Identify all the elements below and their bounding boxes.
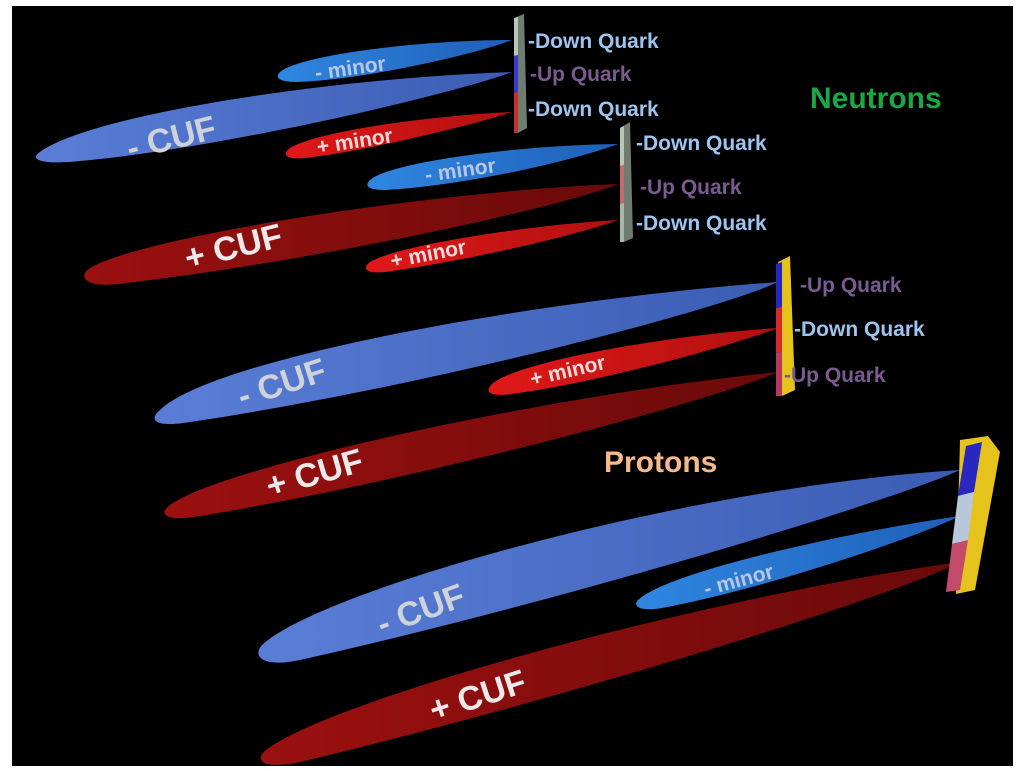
up-quark-label: -Up Quark — [784, 364, 886, 387]
up-quark-segment — [958, 442, 982, 496]
neutron-2: - minor + CUF + minor -Down Quark -Up Qu… — [84, 122, 767, 285]
up-quark-segment — [946, 540, 968, 592]
up-quark-label: -Up Quark — [530, 63, 632, 86]
down-quark-segment — [952, 492, 974, 544]
down-quark-segment — [620, 203, 624, 242]
protons-label: Protons — [604, 446, 717, 479]
pos-cuf-lobe — [164, 372, 778, 519]
pos-cuf-lobe — [260, 562, 960, 765]
neg-minor-lobe — [367, 144, 618, 190]
pos-minor-lobe — [365, 220, 618, 273]
up-quark-label: -Up Quark — [800, 274, 902, 297]
pos-minor-lobe — [488, 328, 778, 395]
up-quark-segment — [514, 55, 518, 93]
down-quark-segment — [776, 307, 782, 353]
neg-cuf-lobe — [258, 470, 960, 663]
down-quark-label: -Down Quark — [528, 30, 659, 53]
up-quark-segment — [620, 165, 624, 204]
quark-bar — [514, 14, 527, 133]
quark-bar — [620, 122, 633, 242]
quark-bar — [776, 256, 795, 396]
down-quark-segment — [620, 126, 624, 166]
down-quark-segment — [514, 92, 518, 133]
down-quark-label: -Down Quark — [636, 212, 767, 235]
pos-cuf-lobe — [84, 184, 619, 285]
pos-minor-lobe — [285, 112, 512, 159]
neg-minor-lobe — [636, 516, 960, 610]
down-quark-label: -Down Quark — [528, 98, 659, 121]
neg-cuf-lobe — [35, 72, 513, 163]
down-quark-segment — [514, 17, 518, 56]
up-quark-segment — [776, 262, 782, 308]
down-quark-label: -Down Quark — [794, 318, 925, 341]
neg-cuf-lobe — [154, 282, 778, 425]
up-quark-label: -Up Quark — [640, 176, 742, 199]
neg-minor-lobe — [277, 40, 512, 82]
neutrons-label: Neutrons — [810, 82, 942, 115]
up-quark-segment — [776, 352, 782, 396]
quark-bar — [946, 436, 1000, 594]
down-quark-label: -Down Quark — [636, 132, 767, 155]
